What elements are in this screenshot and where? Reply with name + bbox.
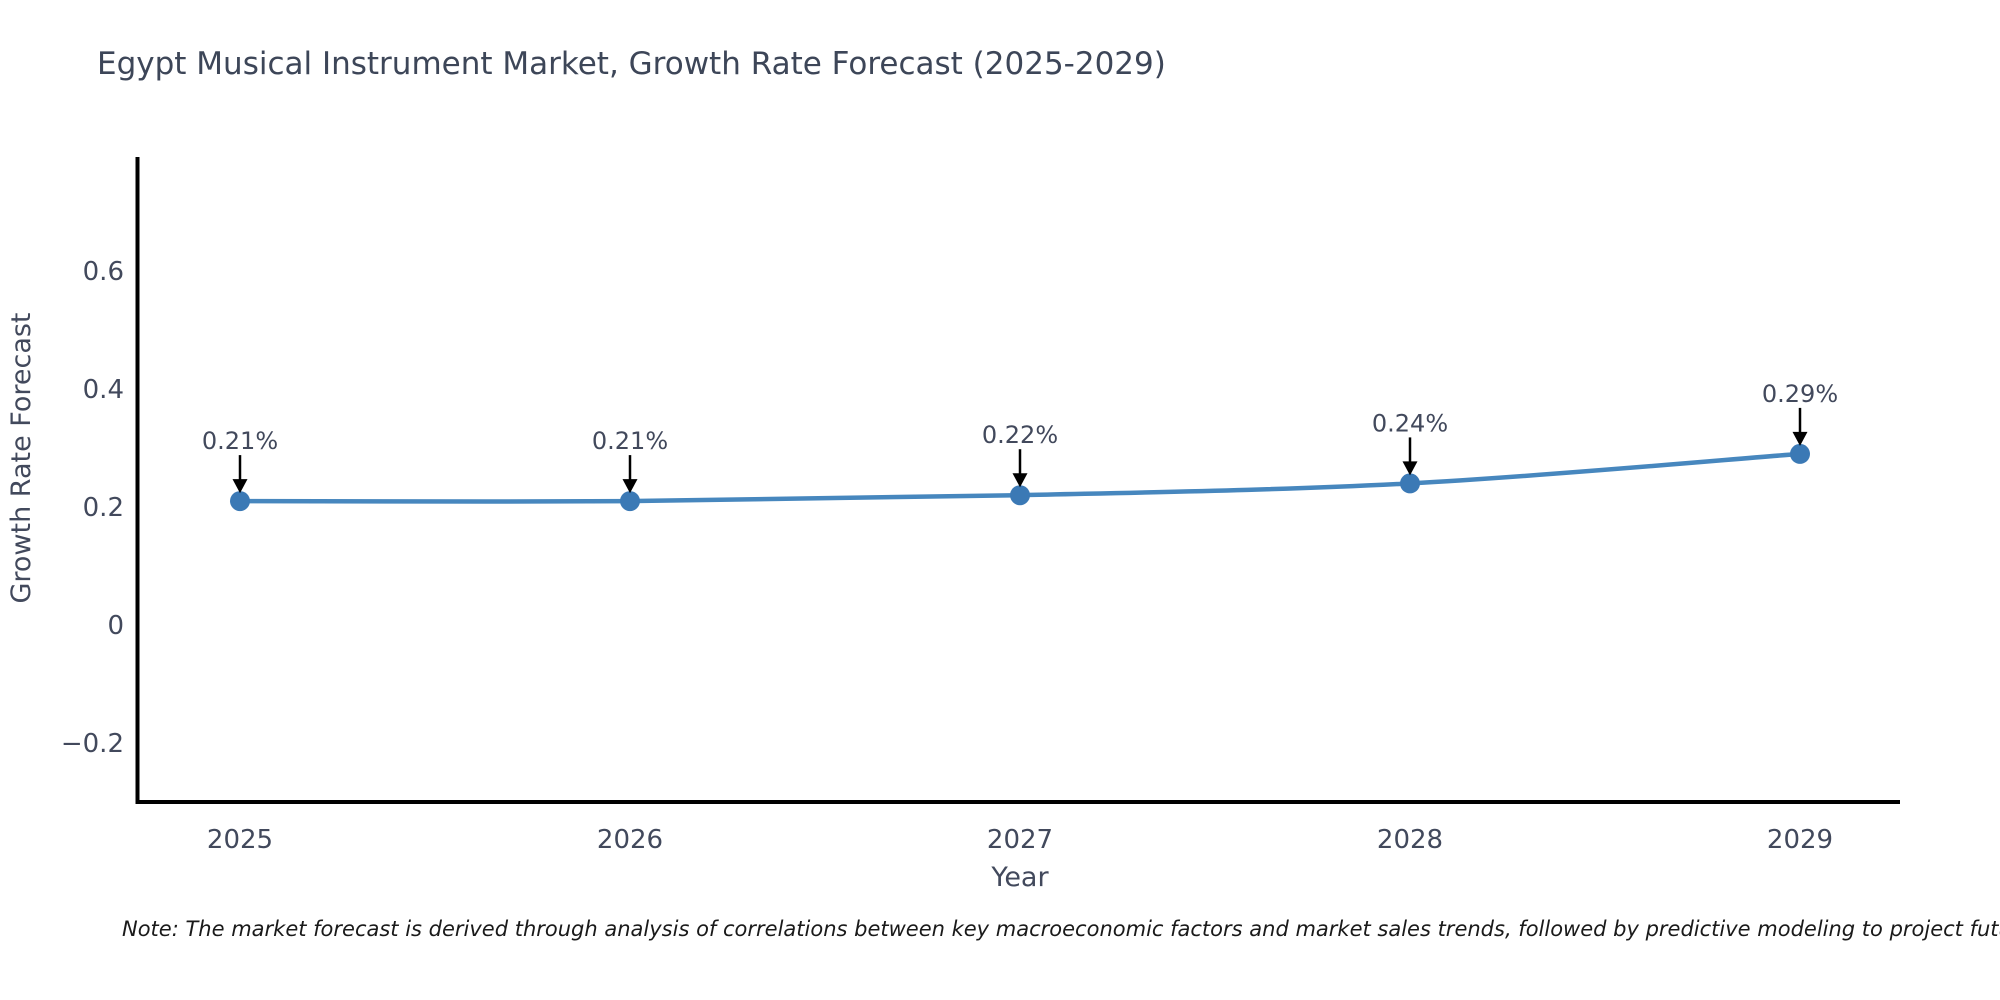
x-axis-title: Year [990, 862, 1049, 893]
x-tick-label: 2026 [597, 825, 663, 855]
annotation-arrow-head [232, 479, 248, 494]
data-point [1400, 473, 1420, 494]
plot-area: −0.2 0 0.2 0.4 0.6 2025 2026 2027 2028 2029 0.21% 0… [61, 157, 1900, 855]
x-tick-label: 2028 [1377, 825, 1443, 855]
point-value-label: 0.24% [1372, 409, 1448, 437]
annotation-arrow-head [1012, 473, 1028, 488]
x-tick-label: 2025 [207, 825, 273, 855]
data-point [620, 491, 640, 512]
x-tick-label: 2027 [987, 825, 1053, 855]
x-tick-label: 2029 [1767, 825, 1833, 855]
data-point [230, 491, 250, 512]
footnote: Note: The market forecast is derived thr… [122, 917, 2000, 941]
data-point [1790, 443, 1810, 464]
y-tick-label: 0 [107, 611, 124, 641]
y-tick-label: −0.2 [61, 729, 124, 759]
data-point [1010, 485, 1030, 506]
annotation-arrow-head [622, 479, 638, 494]
point-value-label: 0.21% [592, 427, 668, 455]
chart-title: Egypt Musical Instrument Market, Growth … [97, 46, 1166, 82]
point-value-label: 0.21% [202, 427, 278, 455]
y-tick-label: 0.4 [83, 375, 124, 405]
y-tick-label: 0.6 [83, 257, 124, 287]
annotation-arrow-head [1402, 461, 1418, 476]
point-value-label: 0.29% [1762, 380, 1838, 408]
annotation-arrow-head [1792, 431, 1808, 446]
point-value-label: 0.22% [982, 421, 1058, 449]
y-tick-label: 0.2 [83, 493, 124, 523]
y-axis-title: Growth Rate Forecast [6, 312, 37, 603]
